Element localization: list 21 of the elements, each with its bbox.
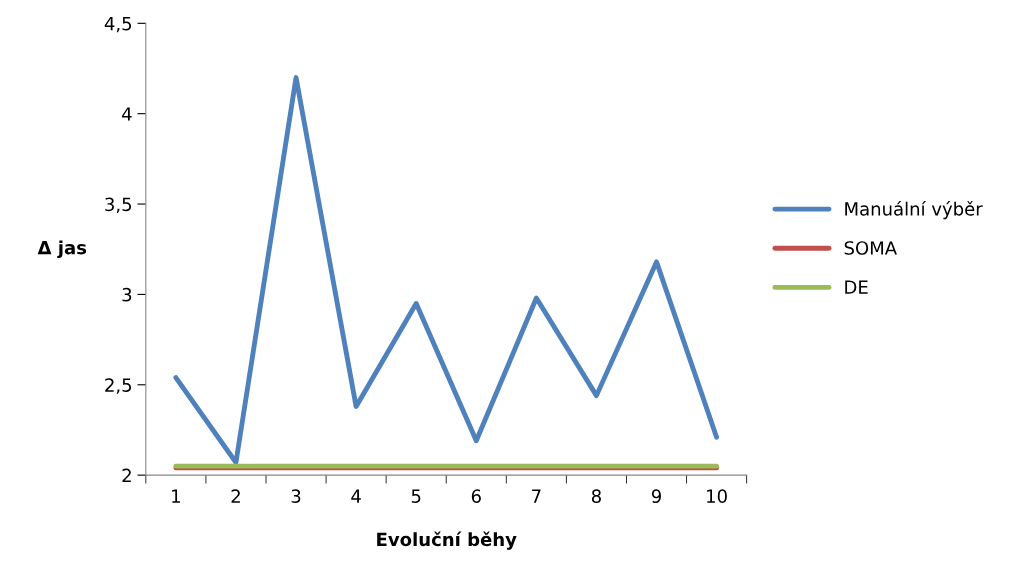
y-tick-label: 3: [122, 287, 132, 302]
x-tick-label: 10: [707, 489, 727, 504]
x-tick-label: 4: [351, 489, 361, 503]
legend-label: DE: [845, 280, 868, 294]
y-tick-label: 3,5: [105, 197, 132, 214]
x-tick-label: 5: [411, 489, 421, 504]
y-tick-label: 2,5: [105, 378, 132, 394]
x-tick-label: 9: [651, 489, 661, 504]
x-tick-label: 1: [172, 489, 180, 503]
legend-label: SOMA: [844, 241, 897, 255]
x-tick-label: 2: [231, 489, 240, 503]
x-axis-title: Evoluční běhy: [377, 531, 517, 550]
y-tick-label: 4: [122, 107, 132, 121]
x-tick-label: 8: [591, 489, 601, 504]
y-tick-label: 2: [122, 468, 131, 482]
x-tick-label: 7: [532, 489, 541, 503]
y-axis-title: Δ jas: [37, 240, 87, 259]
y-tick-label: 4,5: [104, 17, 132, 33]
x-tick-label: 6: [471, 489, 481, 504]
legend-label: Manuální výběr: [845, 200, 983, 220]
x-tick-label: 3: [291, 489, 301, 504]
